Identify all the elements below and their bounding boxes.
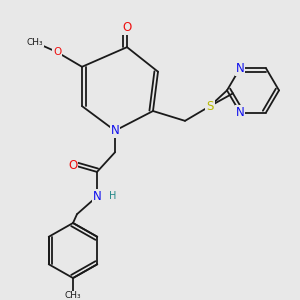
Text: N: N	[111, 124, 119, 137]
Text: O: O	[53, 47, 61, 57]
Text: N: N	[236, 62, 244, 75]
Text: H: H	[109, 191, 117, 202]
Text: CH₃: CH₃	[65, 291, 81, 300]
Text: N: N	[93, 190, 101, 203]
Text: N: N	[236, 106, 244, 119]
Text: O: O	[122, 21, 132, 34]
Text: CH₃: CH₃	[27, 38, 43, 47]
Text: S: S	[206, 100, 214, 112]
Text: O: O	[68, 158, 78, 172]
